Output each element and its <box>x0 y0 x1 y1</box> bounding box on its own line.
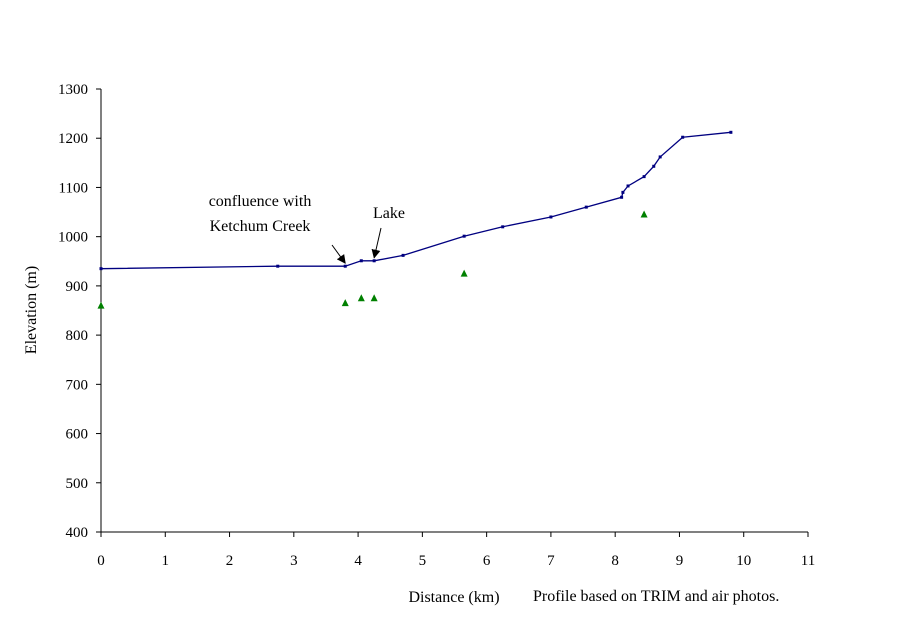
y-tick-label: 1100 <box>59 180 88 196</box>
profile-point <box>99 267 103 271</box>
profile-point <box>658 155 662 159</box>
x-tick-label: 4 <box>354 553 362 569</box>
y-tick-label: 600 <box>66 427 89 443</box>
axes <box>100 89 808 533</box>
x-tick-label: 0 <box>97 553 105 569</box>
x-tick-label: 8 <box>611 553 619 569</box>
profile-point <box>501 225 505 229</box>
annotation-arrow <box>331 244 346 264</box>
triangle-marker <box>640 210 648 218</box>
x-tick-label: 9 <box>676 553 684 569</box>
y-tick-label: 1200 <box>58 131 88 147</box>
y-tick-label: 800 <box>66 328 89 344</box>
annotations: confluence with Ketchum Creek Lake <box>209 193 405 264</box>
profile-point <box>681 135 685 139</box>
profile-point <box>652 164 656 168</box>
profile-point <box>584 205 588 209</box>
x-axis-title: Distance (km) <box>408 589 499 606</box>
x-tick-label: 6 <box>483 553 491 569</box>
series <box>97 130 733 309</box>
annotation-text: Ketchum Creek <box>210 218 311 235</box>
triangle-marker <box>370 294 378 302</box>
profile-point <box>549 215 553 219</box>
y-axis-title: Elevation (m) <box>23 266 40 354</box>
y-tick-label: 500 <box>66 476 89 492</box>
triangle-marker <box>460 269 468 277</box>
x-tick-label: 2 <box>226 553 234 569</box>
x-tick-label: 1 <box>162 553 170 569</box>
x-tick-label: 10 <box>736 553 751 569</box>
triangle-marker <box>357 294 365 302</box>
profile-point <box>372 259 376 263</box>
profile-point <box>729 130 733 134</box>
x-tick-label: 5 <box>419 553 427 569</box>
profile-point <box>462 234 466 238</box>
annotation-text: confluence with <box>209 193 312 210</box>
ticks: 400 500 600 700 800 900 1000 1100 1200 1300 0 1 2 3 4 5… <box>58 82 815 569</box>
profile-point <box>621 190 625 194</box>
profile-point <box>401 253 405 257</box>
profile-point <box>276 264 280 268</box>
annotation-arrow <box>371 227 382 259</box>
x-tick-label: 7 <box>547 553 555 569</box>
profile-point <box>642 175 646 179</box>
y-tick-label: 700 <box>66 377 89 393</box>
triangle-marker <box>341 299 349 307</box>
x-tick-label: 11 <box>801 553 815 569</box>
y-tick-label: 1000 <box>58 230 88 246</box>
chart-footnote: Profile based on TRIM and air photos. <box>533 588 779 605</box>
profile-point <box>343 264 347 268</box>
profile-point <box>359 259 363 263</box>
annotation-text: Lake <box>373 205 405 222</box>
y-tick-label: 900 <box>66 279 89 295</box>
y-tick-label: 400 <box>66 525 89 541</box>
profile-point <box>620 195 624 199</box>
x-tick-label: 3 <box>290 553 298 569</box>
profile-point <box>626 184 630 188</box>
triangle-marker <box>97 301 105 309</box>
y-tick-label: 1300 <box>58 82 88 98</box>
profile-line <box>100 131 731 270</box>
